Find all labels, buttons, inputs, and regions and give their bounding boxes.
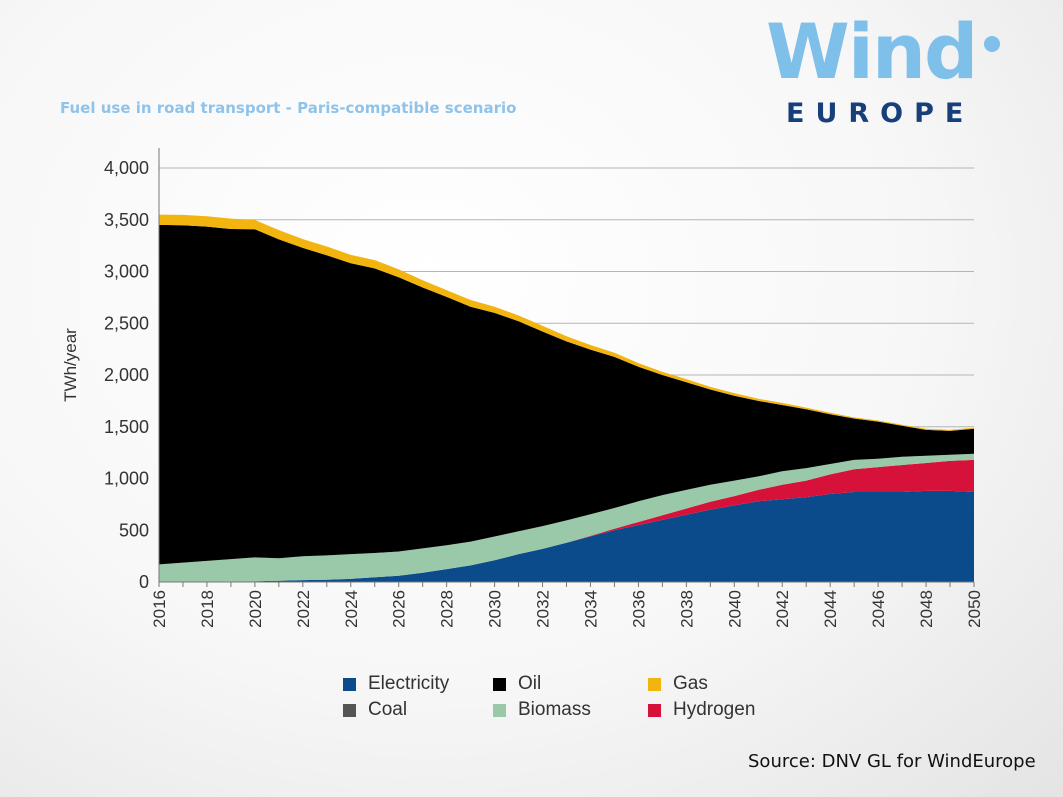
y-tick-label: 3,500 xyxy=(104,210,149,230)
x-tick-label: 2032 xyxy=(534,590,553,628)
legend-item-coal: Coal xyxy=(343,699,407,721)
area-series-group xyxy=(159,214,974,582)
x-tick-label: 2040 xyxy=(725,590,744,628)
x-tick-label: 2044 xyxy=(821,590,840,628)
x-tick-label: 2042 xyxy=(773,590,792,628)
legend-label: Electricity xyxy=(368,673,450,694)
y-tick-label: 2,000 xyxy=(104,365,149,385)
legend-label: Biomass xyxy=(518,699,591,720)
x-tick-label: 2030 xyxy=(486,590,505,628)
logo-dot xyxy=(984,36,1000,52)
area-biomass xyxy=(159,453,974,582)
x-tick-label: 2024 xyxy=(342,590,361,628)
area-electricity xyxy=(159,490,974,582)
y-tick-label: 500 xyxy=(119,520,149,540)
legend-item-biomass: Biomass xyxy=(493,699,591,721)
x-tick-label: 2016 xyxy=(150,590,169,628)
area-oil xyxy=(159,224,974,565)
source-note: Source: DNV GL for WindEurope xyxy=(748,751,1036,772)
x-tick-label: 2018 xyxy=(198,590,217,628)
y-tick-label: 3,000 xyxy=(104,262,149,282)
legend-swatch xyxy=(648,703,661,717)
legend-item-electricity: Electricity xyxy=(343,673,449,695)
y-tick-label: 0 xyxy=(139,572,149,592)
y-tick-label: 1,500 xyxy=(104,417,149,437)
x-tick-label: 2028 xyxy=(438,590,457,628)
legend-label: Gas xyxy=(673,673,708,694)
x-tick-label: 2020 xyxy=(246,590,265,628)
x-tick-label: 2026 xyxy=(390,590,409,628)
legend-swatch xyxy=(648,677,661,691)
legend-item-hydrogen: Hydrogen xyxy=(648,699,755,721)
legend-label: Coal xyxy=(368,699,408,720)
legend-label: Oil xyxy=(518,673,542,694)
x-tick-label: 2036 xyxy=(629,590,648,628)
x-tick-label: 2038 xyxy=(677,590,696,628)
legend-swatch xyxy=(343,703,356,717)
y-tick-label: 2,500 xyxy=(104,313,149,333)
legend-swatch xyxy=(493,677,506,691)
legend-swatch xyxy=(343,677,356,691)
legend-item-gas: Gas xyxy=(648,673,708,695)
legend-label: Hydrogen xyxy=(673,699,756,720)
x-tick-label: 2046 xyxy=(869,590,888,628)
windeurope-logo: Wind EUROPE xyxy=(762,14,1012,136)
legend-swatch xyxy=(493,703,506,717)
y-tick-label: 4,000 xyxy=(104,158,149,178)
chart-title: Fuel use in road transport - Paris-compa… xyxy=(60,99,517,117)
x-tick-label: 2050 xyxy=(965,590,984,628)
logo-subword: EUROPE xyxy=(786,98,975,129)
logo-wordmark: Wind xyxy=(766,7,978,96)
legend: Electricity Oil Gas Coal Biomass Hydrogen xyxy=(343,673,803,733)
area-hydrogen xyxy=(159,459,974,582)
x-tick-label: 2034 xyxy=(581,590,600,628)
legend-item-oil: Oil xyxy=(493,673,541,695)
y-tick-label: 1,000 xyxy=(104,469,149,489)
x-tick-labels: 2016 2018 2020 2022 2024 2026 2028 2030 2032 2034… xyxy=(150,582,984,628)
x-tick-label: 2048 xyxy=(917,590,936,628)
y-tick-labels: 0 500 1,000 1,500 2,000 2,500 3,000 3,500 4,000 xyxy=(104,158,149,592)
y-axis-label: TWh/year xyxy=(61,328,80,402)
x-tick-label: 2022 xyxy=(294,590,313,628)
